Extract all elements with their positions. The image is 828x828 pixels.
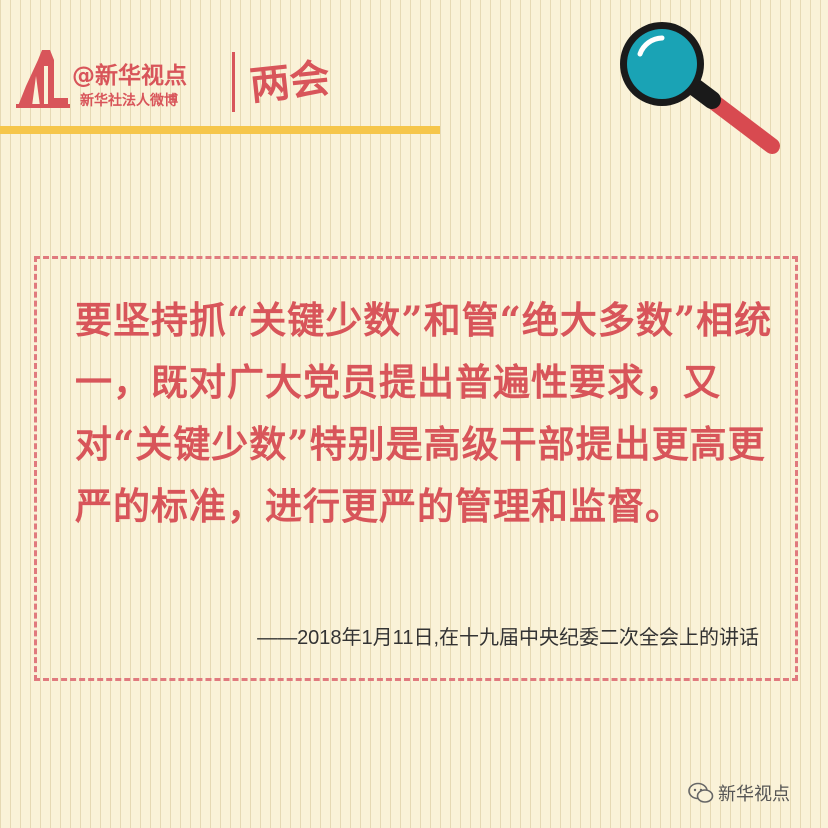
brand-subtitle: 新华社法人微博 (80, 93, 178, 109)
lianghui-badge-icon: 两会 (248, 55, 332, 110)
footer-watermark: 新华视点 (688, 780, 790, 806)
brand-divider (232, 52, 235, 112)
header: @新华视点 新华社法人微博 两会 (0, 0, 460, 140)
header-underline (0, 126, 440, 134)
quote-box: 要坚持抓“关键少数”和管“绝大多数”相统一，既对广大党员提出普遍性要求，又对“关… (34, 256, 798, 681)
quote-source: ——2018年1月11日,在十九届中央纪委二次全会上的讲话 (257, 627, 759, 649)
wechat-icon (688, 782, 714, 803)
brand-title: @新华视点 (72, 63, 187, 89)
quote-text: 要坚持抓“关键少数”和管“绝大多数”相统一，既对广大党员提出普遍性要求，又对“关… (75, 298, 773, 528)
xinhua-logo-icon (16, 50, 70, 108)
magnifier-icon (620, 22, 780, 154)
lianghui-badge-text: 两会 (248, 55, 332, 110)
footer-watermark-text: 新华视点 (718, 784, 790, 805)
